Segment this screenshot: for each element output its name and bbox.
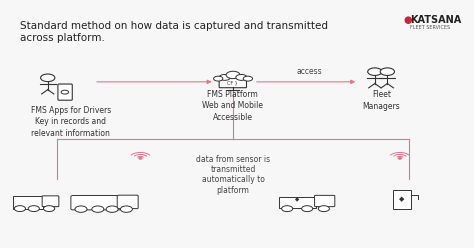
Text: ◆: ◆ [295,197,299,203]
Circle shape [282,206,293,212]
FancyBboxPatch shape [58,84,72,100]
FancyBboxPatch shape [71,195,121,210]
Circle shape [301,206,313,212]
Circle shape [236,74,247,80]
Circle shape [75,206,87,212]
Circle shape [14,206,26,212]
Circle shape [106,206,118,212]
Circle shape [368,68,382,75]
Circle shape [41,74,55,82]
Text: Fleet
Managers: Fleet Managers [363,90,400,111]
Circle shape [219,74,230,80]
Text: data from sensor is
transmitted
automatically to
platform: data from sensor is transmitted automati… [196,155,270,195]
FancyBboxPatch shape [117,195,138,209]
FancyBboxPatch shape [42,196,59,207]
FancyBboxPatch shape [279,197,316,208]
FancyBboxPatch shape [13,196,43,209]
Circle shape [139,157,142,159]
Text: FMS Platform
Web and Mobile
Accessible: FMS Platform Web and Mobile Accessible [202,90,263,122]
Circle shape [92,206,104,212]
Circle shape [61,90,69,94]
Text: FMS Apps for Drivers
Key in records and
relevant information: FMS Apps for Drivers Key in records and … [31,106,111,138]
Circle shape [380,68,394,75]
Circle shape [399,157,401,159]
Circle shape [243,76,253,81]
Circle shape [319,206,329,212]
Text: ◆: ◆ [399,196,404,203]
Text: Standard method on how data is captured and transmitted
across platform.: Standard method on how data is captured … [20,21,328,43]
Circle shape [120,206,132,212]
Text: access: access [297,67,322,76]
Text: FLEET SERVICES: FLEET SERVICES [410,25,450,30]
Text: KATSANA: KATSANA [410,15,461,25]
Text: ●: ● [403,15,412,25]
FancyBboxPatch shape [315,195,335,207]
Circle shape [226,71,240,79]
Circle shape [214,76,223,81]
Circle shape [28,206,39,212]
Text: CF }: CF } [227,80,238,85]
FancyBboxPatch shape [219,78,246,88]
Circle shape [44,206,55,212]
FancyBboxPatch shape [393,190,410,209]
